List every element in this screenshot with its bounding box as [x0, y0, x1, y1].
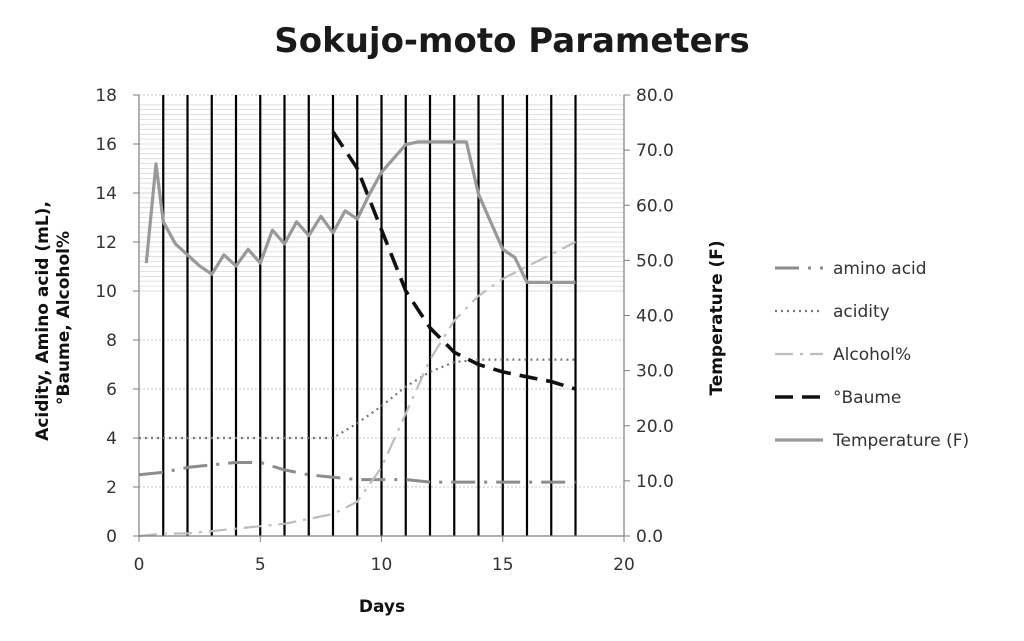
- y-tick-label: 8: [106, 331, 117, 351]
- series-line-4: [144, 140, 576, 284]
- legend-label-4: Temperature (F): [832, 431, 969, 451]
- vertical-day-lines: [162, 95, 577, 536]
- x-tick-label: 20: [613, 555, 635, 575]
- y-tick-label: 12: [95, 233, 117, 253]
- y-tick-label: 18: [95, 86, 117, 106]
- tick-labels: 0 2 4 6 8 10 12 14 16 18 0.0 10.0 20.0 30.0 40.0 50.0 60…: [95, 86, 674, 575]
- y2-tick-label: 20.0: [636, 417, 674, 437]
- y-tick-label: 16: [95, 135, 117, 155]
- y-axis-label: Acidity, Amino acid (mL), °Baume, Alcoho…: [33, 195, 74, 441]
- y-axis-label-line-2: °Baume, Alcohol%: [54, 231, 74, 405]
- y-tick-label: 14: [95, 184, 117, 204]
- y2-tick-label: 30.0: [636, 362, 674, 382]
- y2-tick-label: 70.0: [636, 141, 674, 161]
- y-tick-label: 6: [106, 380, 117, 400]
- y2-tick-label: 0.0: [636, 527, 663, 547]
- x-axis-label: Days: [359, 597, 405, 617]
- legend-label-2: Alcohol%: [833, 345, 911, 365]
- y2-tick-label: 60.0: [636, 196, 674, 216]
- series-line-0: [138, 461, 576, 484]
- series-line-1: [139, 358, 576, 440]
- x-tick-label: 0: [134, 555, 145, 575]
- y2-tick-label: 50.0: [636, 251, 674, 271]
- y2-tick-label: 80.0: [636, 86, 674, 106]
- series-line-3: [331, 130, 577, 391]
- y-tick-label: 0: [106, 527, 117, 547]
- legend: amino acid acidity Alcohol% °Baume Temperatu…: [775, 259, 969, 451]
- y2-axis-label: Temperature (F): [707, 240, 727, 395]
- y-tick-label: 10: [95, 282, 117, 302]
- legend-label-1: acidity: [833, 302, 890, 322]
- y2-tick-label: 40.0: [636, 307, 674, 327]
- y-tick-label: 4: [106, 429, 117, 449]
- x-tick-label: 5: [255, 555, 266, 575]
- y-tick-label: 2: [106, 478, 117, 498]
- y2-tick-label: 10.0: [636, 472, 674, 492]
- series-line-2: [138, 241, 576, 538]
- axes: [133, 94, 630, 542]
- legend-label-3: °Baume: [833, 388, 901, 408]
- chart-title: Sokujo-moto Parameters: [274, 21, 750, 61]
- x-tick-label: 15: [492, 555, 514, 575]
- legend-label-0: amino acid: [833, 259, 927, 279]
- x-tick-label: 10: [371, 555, 393, 575]
- y-axis-label-line-1: Acidity, Amino acid (mL),: [33, 201, 53, 441]
- series-layer: [138, 130, 577, 538]
